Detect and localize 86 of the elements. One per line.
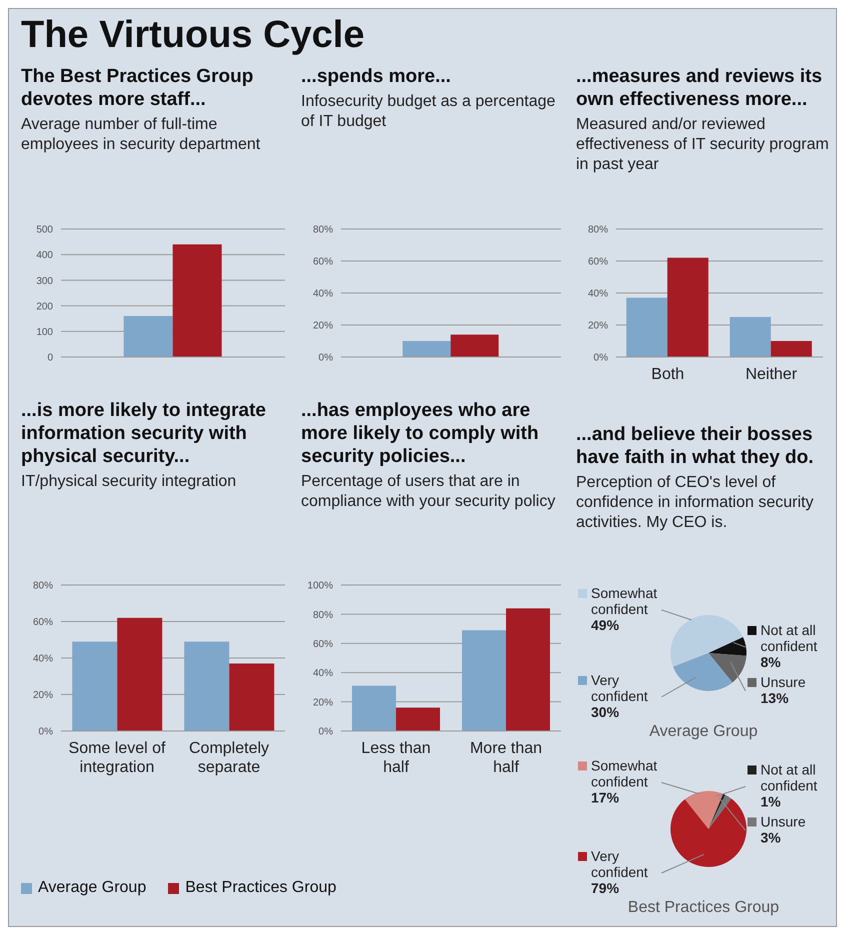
pie-slice	[708, 794, 732, 829]
y-tick-label: 20%	[32, 690, 54, 702]
data-label: 8%	[760, 654, 782, 670]
data-label: 3%	[760, 829, 782, 846]
y-tick-label: 80%	[312, 610, 334, 621]
legend-label: Average Group	[38, 879, 146, 897]
chart-title: ...spends more...	[301, 65, 452, 88]
pie-slice	[673, 653, 732, 691]
y-tick-label: 20%	[588, 320, 608, 332]
y-tick-label: 20%	[312, 697, 334, 708]
chart-subtitle: Average number of full-time employees in security department	[21, 115, 262, 155]
bar	[396, 708, 440, 731]
legend-label: Unsure	[760, 813, 806, 830]
y-tick-label: 40%	[312, 288, 334, 300]
legend-label: Somewhat confident	[591, 757, 658, 790]
bar	[770, 341, 812, 357]
y-tick-label: 40%	[588, 288, 608, 300]
y-tick-label: 500	[36, 224, 54, 236]
y-tick-label: 60%	[32, 617, 54, 628]
x-tick-label: More than half	[470, 740, 542, 776]
legend-label: Not at all confident	[760, 761, 818, 794]
y-tick-label: 100%	[307, 580, 334, 592]
bar	[72, 642, 118, 731]
legend-label: Somewhat confident	[591, 584, 658, 617]
pie-slice	[684, 791, 724, 829]
y-tick-label: 400	[36, 250, 54, 262]
chart-subtitle: Infosecurity budget as a percentage of IT budget	[301, 92, 556, 132]
bar	[626, 298, 668, 357]
pie-slice	[708, 637, 746, 656]
data-label: 30%	[591, 704, 620, 720]
y-tick-label: 20%	[312, 320, 334, 332]
pie-slice	[708, 794, 726, 829]
x-tick-label: Both	[651, 366, 684, 383]
legend-label: Unsure	[760, 674, 806, 690]
data-label: 17%	[591, 789, 620, 806]
legend-label: Very confident	[591, 672, 648, 704]
pie-slice	[708, 653, 746, 682]
y-tick-label: 0%	[594, 352, 608, 364]
bar	[730, 317, 771, 357]
data-label: 13%	[760, 690, 790, 706]
chart-subtitle: Perception of CEO's level of confidence in information security activities. My CEO is.	[576, 473, 814, 533]
y-tick-label: 0%	[318, 726, 334, 738]
data-label: 49%	[591, 616, 620, 633]
bar	[506, 608, 550, 731]
x-tick-label: Completely separate	[188, 740, 270, 776]
text: Best Practices Group	[626, 899, 780, 917]
bar	[667, 258, 708, 357]
y-tick-label: 60%	[312, 256, 334, 268]
legend-label: Very confident	[591, 848, 648, 880]
bar	[352, 686, 396, 731]
y-tick-label: 60%	[312, 638, 334, 650]
chart-title: ...measures and reviews its own effectiveness more...	[576, 65, 824, 111]
y-tick-label: 40%	[32, 654, 54, 665]
y-tick-label: 80%	[32, 580, 54, 592]
y-tick-label: 80%	[588, 224, 608, 236]
pie-slice	[670, 798, 746, 867]
y-tick-label: 200	[36, 301, 54, 312]
x-tick-label: Some level of integration	[68, 740, 166, 776]
chart-subtitle: Percentage of users that are in compliance with your security policy	[301, 472, 556, 512]
y-tick-label: 80%	[312, 224, 334, 236]
bar	[462, 630, 506, 731]
chart-title: The Best Practices Group devotes more staff...	[21, 65, 254, 111]
data-label: 79%	[591, 880, 620, 896]
bar	[229, 663, 274, 731]
y-tick-label: 0	[47, 352, 54, 364]
y-tick-label: 300	[36, 276, 54, 287]
data-label: 1%	[760, 793, 782, 810]
x-tick-label: Less than half	[361, 740, 431, 776]
text: Average Group	[648, 723, 759, 741]
y-tick-label: 0%	[38, 726, 54, 738]
chart-title: ...is more likely to integrate information security with physical security...	[21, 399, 267, 468]
x-tick-label: Neither	[745, 366, 798, 383]
chart-title: ...has employees who are more likely to comply with security policies...	[301, 399, 540, 468]
y-tick-label: 0%	[318, 352, 334, 364]
y-tick-label: 100	[36, 326, 54, 338]
legend-label: Best Practices Group	[185, 879, 336, 897]
pie-slice	[670, 615, 744, 667]
chart-subtitle: IT/physical security integration	[21, 472, 238, 492]
bar	[184, 642, 230, 731]
text: The Virtuous Cycle	[21, 13, 366, 57]
legend-label: Not at all confident	[760, 622, 818, 654]
chart-subtitle: Measured and/or reviewed effectiveness of IT security program in past year	[576, 115, 830, 175]
y-tick-label: 60%	[588, 256, 608, 268]
bar	[117, 618, 162, 731]
y-tick-label: 40%	[312, 668, 334, 680]
chart-title: ...and believe their bosses have faith in what they do.	[576, 423, 815, 469]
